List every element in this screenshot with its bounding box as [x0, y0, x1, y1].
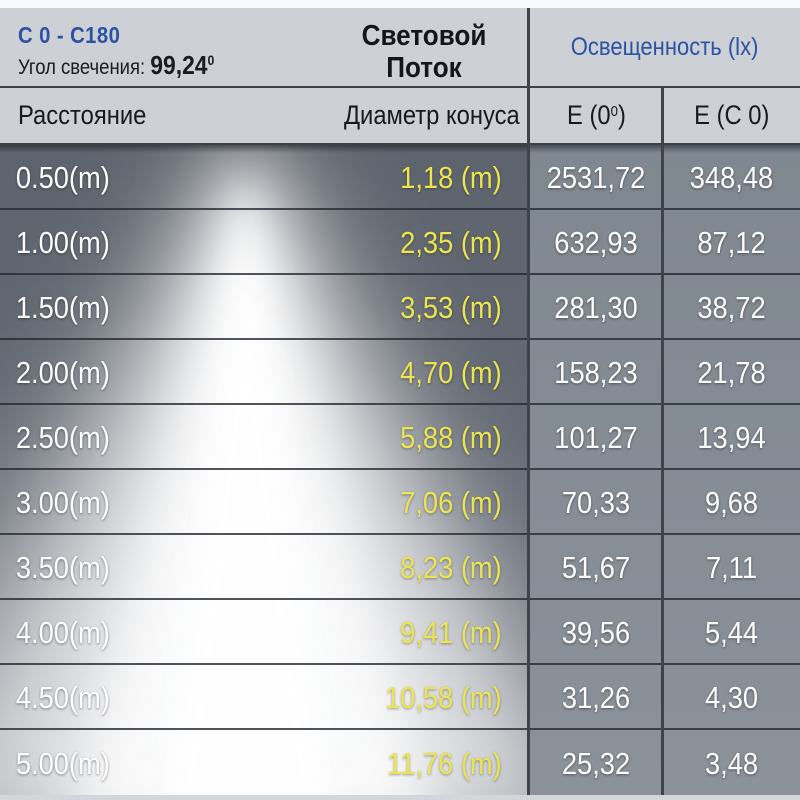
header-divider-line — [0, 86, 800, 88]
cone-diameter-value: 7,06 (m) — [400, 484, 502, 520]
table-row: 0.50(m) 1,18 (m) 2531,72 348,48 — [0, 145, 800, 210]
ec0-value: 21,78 — [697, 354, 766, 390]
header-shadow — [0, 145, 800, 153]
ec0-value: 38,72 — [697, 289, 766, 325]
ec0-value: 9,68 — [704, 484, 759, 520]
distance-value: 2.00(m) — [15, 354, 110, 390]
e0-value: 51,67 — [561, 549, 631, 585]
table-header: С 0 - С180 Угол свечения: 99,240 Светово… — [0, 8, 800, 114]
luminous-flux-title: Световой Поток — [361, 20, 487, 84]
column-header-e0: E (00) — [566, 100, 626, 130]
cone-diameter-value: 8,23 (m) — [400, 549, 502, 585]
table-row: 5.00(m) 11,76 (m) 25,32 3,48 — [0, 730, 800, 795]
distance-value: 5.00(m) — [15, 745, 110, 781]
e0-value: 632,93 — [554, 224, 638, 260]
distance-value: 0.50(m) — [15, 159, 110, 195]
e0-value: 158,23 — [554, 354, 638, 390]
e0-value: 39,56 — [561, 614, 631, 650]
table-row: 4.50(m) 10,58 (m) 31,26 4,30 — [0, 665, 800, 730]
column-header-ec0: E (C 0) — [693, 100, 770, 130]
subheader-divider-line — [0, 143, 800, 145]
e0-value: 70,33 — [561, 484, 631, 520]
distance-value: 1.50(m) — [15, 289, 110, 325]
column-header-cone-diameter: Диаметр конуса — [344, 100, 520, 130]
beam-angle-line: Угол свечения: 99,240 — [18, 50, 241, 81]
table-row: 2.50(m) 5,88 (m) 101,27 13,94 — [0, 405, 800, 470]
cone-diameter-value: 11,76 (m) — [387, 745, 502, 781]
e0-value: 101,27 — [554, 419, 638, 455]
table-row: 2.00(m) 4,70 (m) 158,23 21,78 — [0, 340, 800, 405]
distance-value: 1.00(m) — [15, 224, 110, 260]
distance-value: 4.50(m) — [15, 679, 110, 715]
ec0-value: 5,44 — [704, 614, 759, 650]
ec0-value: 87,12 — [697, 224, 766, 260]
distance-value: 3.50(m) — [15, 549, 110, 585]
beam-angle-value: 99,24 — [150, 50, 208, 81]
cone-diameter-value: 1,18 (m) — [400, 159, 502, 195]
cone-diameter-value: 10,58 (m) — [384, 679, 502, 715]
table-row: 3.50(m) 8,23 (m) 51,67 7,11 — [0, 535, 800, 600]
e0-value: 25,32 — [561, 745, 631, 781]
ec0-value: 4,30 — [704, 679, 759, 715]
column-headers: Расстояние Диаметр конуса E (00) E (C 0) — [0, 88, 800, 143]
light-cone-gradient — [0, 145, 623, 795]
table-row: 4.00(m) 9,41 (m) 39,56 5,44 — [0, 600, 800, 665]
beam-angle-label: Угол свечения: — [18, 56, 146, 80]
distance-value: 4.00(m) — [15, 614, 110, 650]
bottom-border-strip — [0, 795, 800, 800]
top-border-strip — [0, 0, 800, 8]
e0-value: 281,30 — [554, 289, 638, 325]
cone-diameter-value: 4,70 (m) — [400, 354, 502, 390]
table-row: 3.00(m) 7,06 (m) 70,33 9,68 — [0, 470, 800, 535]
e0-value: 2531,72 — [546, 159, 646, 195]
ec0-value: 13,94 — [697, 419, 766, 455]
illuminance-header-cell: Освещенность (lx) — [530, 8, 800, 86]
ec0-value: 7,11 — [705, 549, 758, 585]
data-table-body: 0.50(m) 1,18 (m) 2531,72 348,48 1.00(m) 2,35 … — [0, 145, 800, 795]
table-row: 1.00(m) 2,35 (m) 632,93 87,12 — [0, 210, 800, 275]
beam-angle-degree-sup: 0 — [207, 52, 215, 69]
ec0-value: 348,48 — [689, 159, 774, 195]
vertical-divider-flux-lux — [527, 8, 530, 795]
c-plane-label: С 0 - С180 — [18, 22, 121, 48]
illuminance-title: Освещенность (lx) — [571, 32, 759, 61]
illuminance-columns-panel — [529, 145, 800, 795]
distance-value: 3.00(m) — [15, 484, 110, 520]
cone-diameter-value: 3,53 (m) — [400, 289, 502, 325]
ec0-value: 3,48 — [704, 745, 759, 781]
column-header-distance: Расстояние — [18, 100, 147, 130]
cone-diameter-value: 5,88 (m) — [400, 419, 502, 455]
cone-diameter-value: 2,35 (m) — [400, 224, 502, 260]
vertical-divider-e0-ec0 — [661, 88, 664, 795]
table-row: 1.50(m) 3,53 (m) 281,30 38,72 — [0, 275, 800, 340]
distance-value: 2.50(m) — [15, 419, 110, 455]
beam-info-block: С 0 - С180 Угол свечения: 99,240 — [18, 22, 241, 81]
cone-diameter-value: 9,41 (m) — [400, 614, 502, 650]
table-rows: 0.50(m) 1,18 (m) 2531,72 348,48 1.00(m) 2,35 … — [0, 145, 800, 795]
e0-value: 31,26 — [561, 679, 631, 715]
